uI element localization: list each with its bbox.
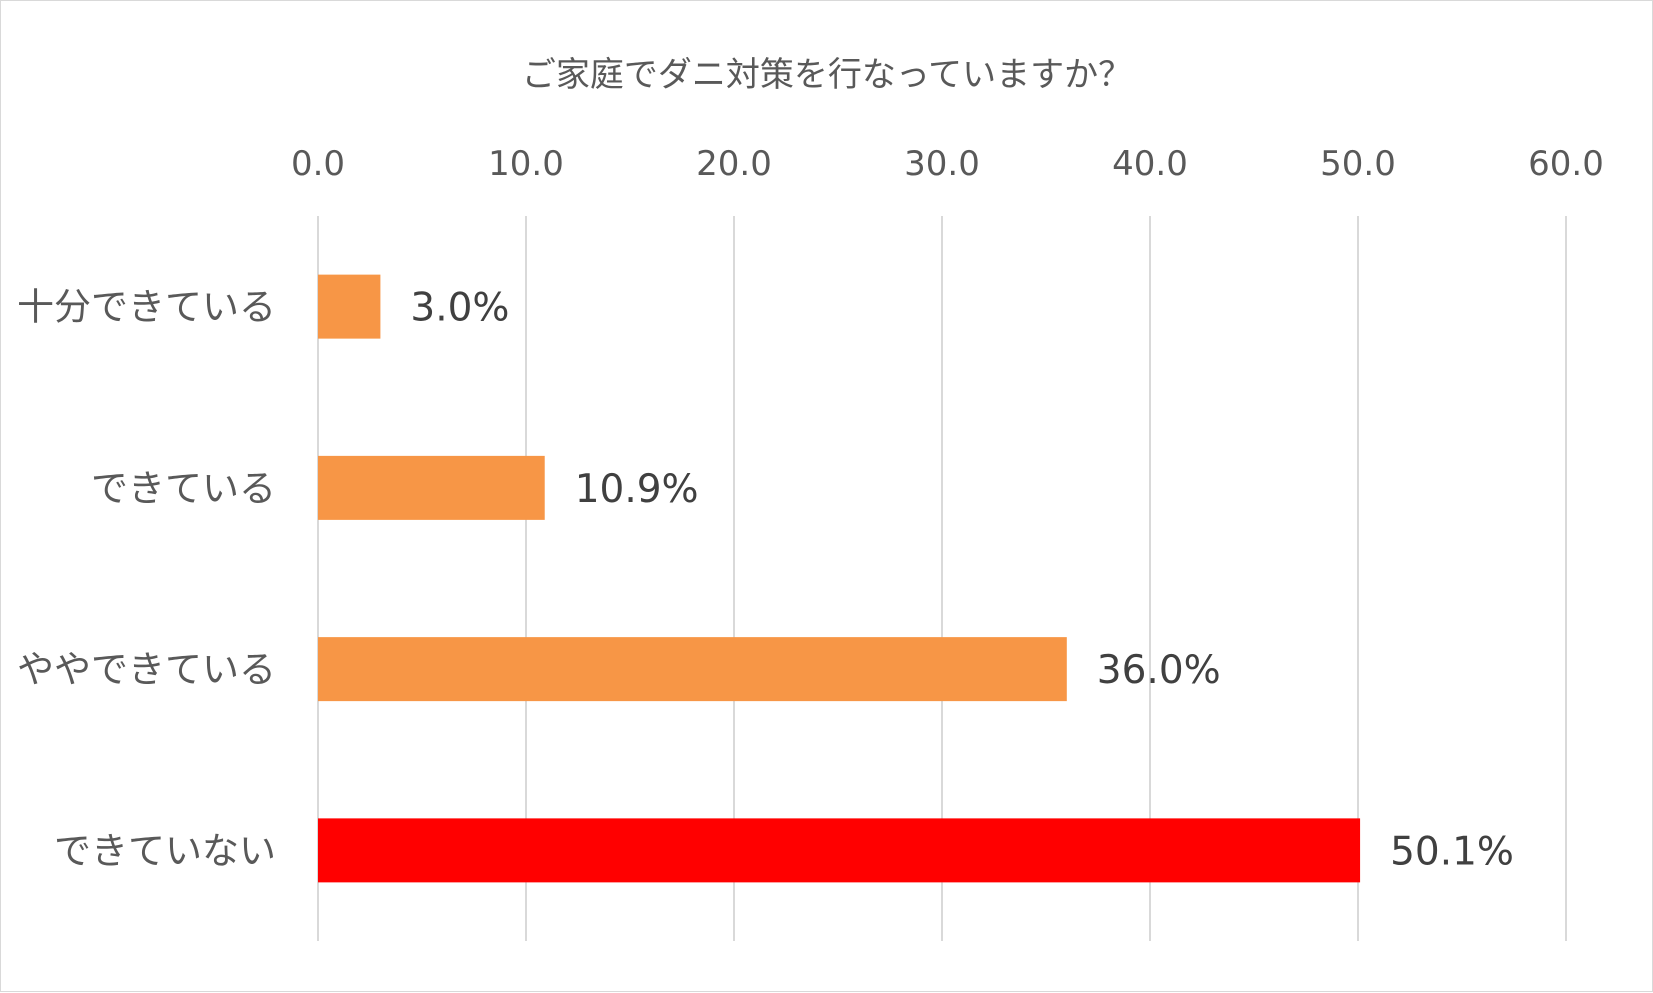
bar-2 [318, 637, 1067, 702]
x-tick-label-5: 50.0 [1320, 144, 1396, 184]
category-label-1: できている [91, 467, 276, 510]
x-tick-label-4: 40.0 [1112, 144, 1188, 184]
bar-0 [318, 274, 381, 339]
category-label-3: できていない [54, 829, 276, 872]
x-tick-label-2: 20.0 [696, 144, 772, 184]
gridlines [317, 216, 1567, 941]
bar-3 [318, 818, 1361, 883]
chart-title: ご家庭でダニ対策を行なっていますか？ [522, 55, 1132, 95]
value-label-3: 50.1% [1390, 829, 1514, 874]
bar-1 [318, 455, 545, 520]
value-labels: 3.0% 10.9% 36.0% 50.1% [410, 286, 1514, 875]
value-label-2: 36.0% [1097, 648, 1221, 693]
x-tick-label-6: 60.0 [1528, 144, 1604, 184]
x-axis-ticks: 0.0 10.0 20.0 30.0 40.0 50.0 60.0 [291, 144, 1604, 184]
x-tick-label-0: 0.0 [291, 144, 345, 184]
bars [318, 274, 1361, 883]
value-label-0: 3.0% [410, 286, 509, 331]
category-label-0: 十分できている [17, 286, 276, 329]
value-label-1: 10.9% [575, 467, 699, 512]
category-label-2: ややできている [17, 648, 276, 691]
x-tick-label-1: 10.0 [488, 144, 564, 184]
x-tick-label-3: 30.0 [904, 144, 980, 184]
